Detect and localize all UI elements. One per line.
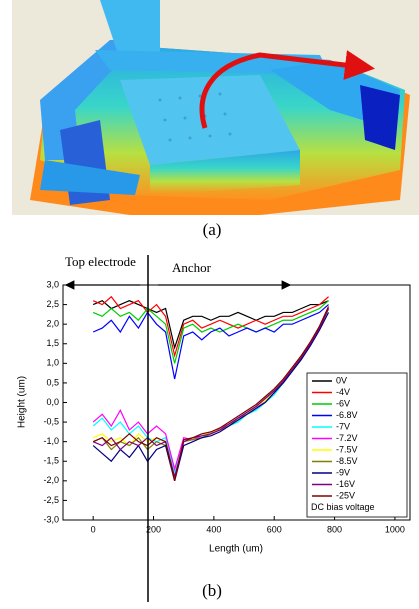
y-tick-label: 1,0 <box>46 358 59 368</box>
legend-label: -7.2V <box>336 433 358 443</box>
y-tick-label: 1,5 <box>46 338 59 348</box>
x-tick-label: 800 <box>327 524 342 534</box>
legend-label: -7V <box>336 421 350 431</box>
y-tick-label: -2,5 <box>43 495 59 505</box>
y-tick-label: -0,5 <box>43 416 59 426</box>
series-line <box>92 312 330 478</box>
series-line <box>92 308 330 476</box>
series-line <box>92 295 329 358</box>
y-tick-label: 2,5 <box>46 299 59 309</box>
legend-label: -16V <box>336 479 355 489</box>
y-tick-label: 2,0 <box>46 319 59 329</box>
surface-image <box>12 0 419 215</box>
y-tick-label: 0,5 <box>46 377 59 387</box>
y-tick-label: 3,0 <box>46 279 59 289</box>
y-tick-label: -2,0 <box>43 475 59 485</box>
legend-label: -9V <box>336 467 350 477</box>
plot: 3,0 2,5 2,0 1,5 1,0 0,5 0,0 -0,5 -1,0 -1,5 -2,0 -2,… <box>43 279 411 534</box>
legend-label: -25V <box>336 490 355 500</box>
series-line <box>92 304 329 380</box>
legend-box <box>306 372 408 518</box>
x-tick-label: 200 <box>146 524 161 534</box>
legend-label: 0V <box>336 375 347 385</box>
series-line <box>92 312 330 481</box>
legend-label: -7.5V <box>336 444 358 454</box>
y-axis-label: Height (um) <box>17 376 28 428</box>
x-tick-label: 400 <box>206 524 221 534</box>
x-axis-label: Length (um) <box>209 544 263 555</box>
x-tick-label: 1000 <box>385 524 405 534</box>
y-tick-label: -1,5 <box>43 456 59 466</box>
legend-label: -4V <box>336 387 350 397</box>
x-tick-label: 600 <box>267 524 282 534</box>
series-line <box>92 300 329 364</box>
x-tick-label: 0 <box>91 524 96 534</box>
caption: (b) <box>202 581 222 600</box>
annotation: Top electrode <box>65 254 136 269</box>
annotation: Anchor <box>172 260 212 275</box>
y-tick-label: 0,0 <box>46 397 59 407</box>
legend-label: -6V <box>336 398 350 408</box>
legend-label: -8.5V <box>336 456 358 466</box>
caption: (a) <box>203 220 222 239</box>
legend-label: -6.8V <box>336 410 358 420</box>
series-line <box>92 299 329 350</box>
series-line <box>92 306 330 481</box>
y-tick-label: -3,0 <box>43 514 59 524</box>
legend-title: DC bias voltage <box>311 502 375 512</box>
series-line <box>92 308 330 481</box>
y-tick-label: -1,0 <box>43 436 59 446</box>
series-line <box>92 308 330 478</box>
